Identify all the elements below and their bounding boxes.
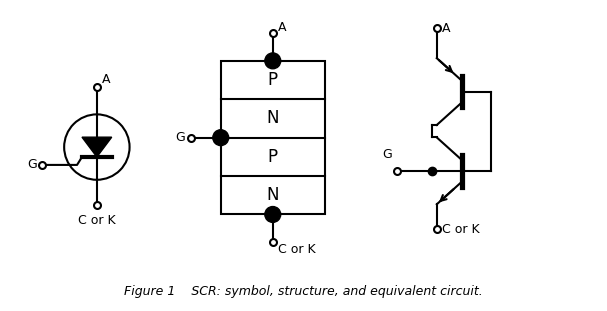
Bar (221, 61, 325, 215)
Text: C or K: C or K (278, 243, 316, 256)
Text: A: A (102, 73, 110, 86)
Text: G: G (382, 148, 392, 161)
Text: Figure 1    SCR: symbol, structure, and equivalent circuit.: Figure 1 SCR: symbol, structure, and equ… (124, 285, 483, 298)
Circle shape (213, 130, 229, 146)
Text: N: N (266, 186, 279, 204)
Text: P: P (268, 148, 278, 166)
Text: N: N (266, 109, 279, 128)
Text: G: G (28, 158, 38, 171)
Text: A: A (442, 22, 450, 35)
Circle shape (265, 53, 280, 69)
Polygon shape (82, 137, 112, 157)
Text: C or K: C or K (442, 223, 480, 235)
Text: C or K: C or K (78, 215, 116, 227)
Text: A: A (278, 21, 287, 34)
Text: G: G (175, 131, 185, 144)
Circle shape (265, 207, 280, 222)
Text: P: P (268, 71, 278, 89)
